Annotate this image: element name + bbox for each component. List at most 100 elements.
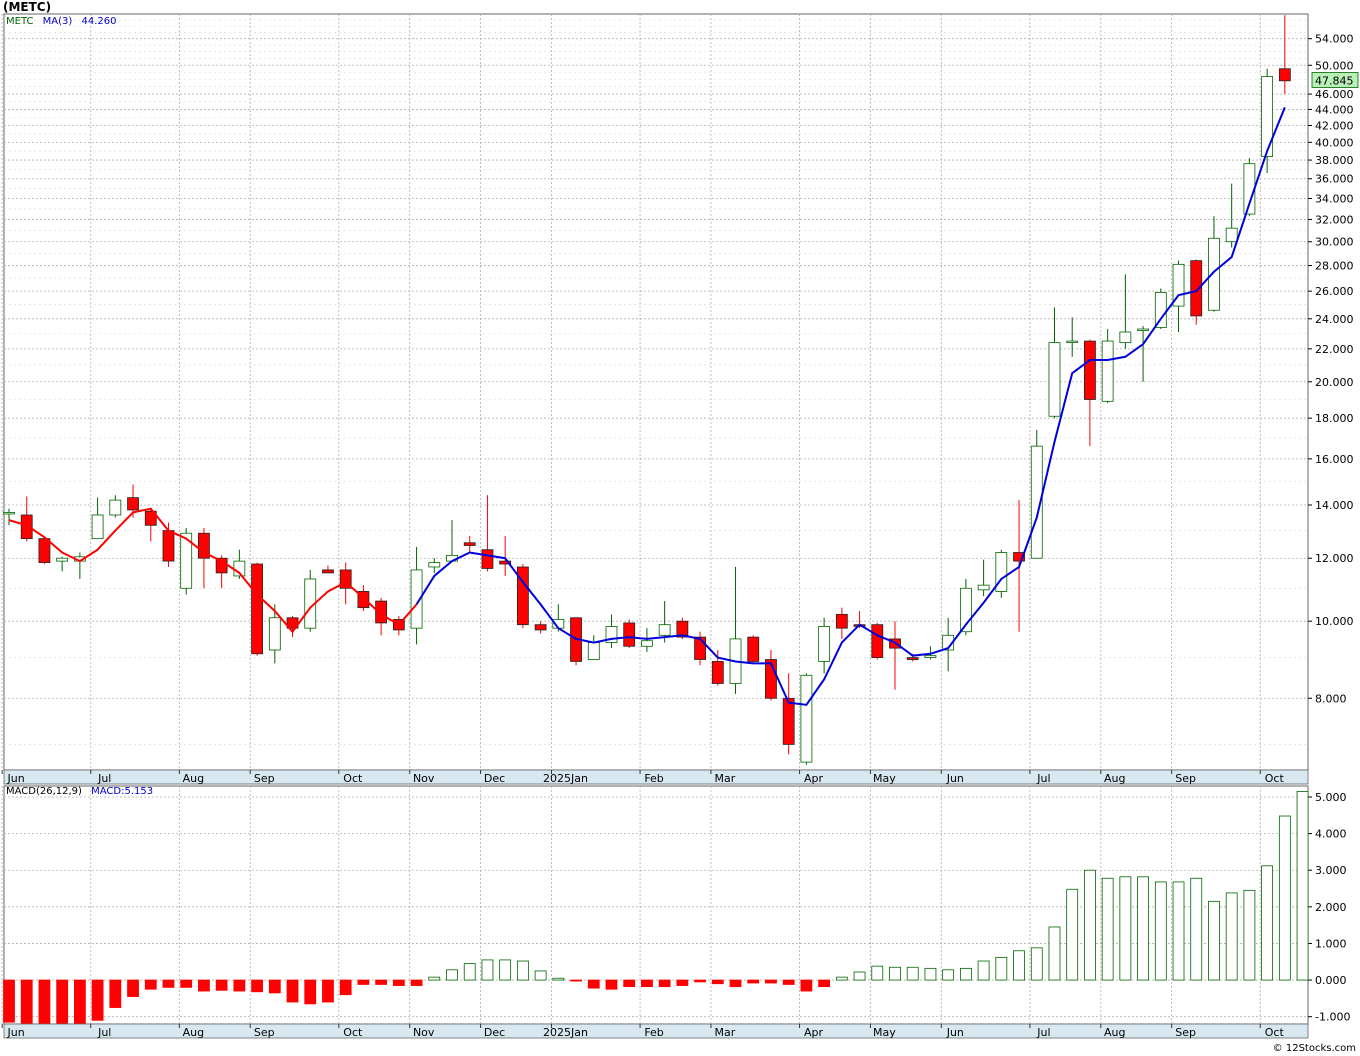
- candle: [977, 559, 990, 597]
- month-label: Dec: [484, 1026, 505, 1039]
- macd-bar: [251, 979, 263, 993]
- candle-body: [516, 566, 529, 626]
- macd-bar: [942, 969, 955, 981]
- macd-legend-value: MACD:5.153: [91, 786, 154, 797]
- ma3-line-blue: [415, 107, 1286, 706]
- macd-bar: [322, 979, 334, 1003]
- legend-ma-label: MA(3): [42, 16, 73, 27]
- candle: [144, 508, 157, 542]
- candle: [3, 508, 15, 526]
- month-label: Jul: [97, 1026, 111, 1039]
- macd-bar: [1243, 889, 1256, 981]
- copyright-text: © 12Stocks.com: [1272, 1043, 1356, 1054]
- candle-body: [800, 674, 813, 763]
- month-label: Aug: [183, 1026, 204, 1039]
- macd-bar: [1225, 892, 1238, 981]
- macd-tick-label: 0.000: [1315, 974, 1347, 987]
- candle: [623, 619, 636, 649]
- month-label: Jul: [1036, 1026, 1050, 1039]
- candle-body: [198, 532, 210, 559]
- candle: [198, 527, 210, 589]
- candle-body: [1261, 76, 1274, 157]
- macd-bar: [1296, 791, 1309, 981]
- month-label: Nov: [413, 772, 435, 785]
- candle: [570, 617, 582, 666]
- macd-bar: [1013, 950, 1025, 981]
- candle: [1243, 158, 1256, 217]
- macd-tick-label: -1.000: [1315, 1011, 1350, 1024]
- candle-body: [641, 640, 653, 647]
- macd-bar: [1261, 865, 1274, 981]
- candle-body: [587, 642, 600, 660]
- price-tick-label: 26.000: [1315, 285, 1354, 298]
- macd-bar: [73, 979, 86, 1026]
- month-label: Apr: [804, 772, 824, 785]
- price-tick-label: 42.000: [1315, 119, 1354, 132]
- candle-body: [339, 569, 352, 589]
- candle: [835, 607, 848, 639]
- month-label: Jun: [7, 1026, 25, 1039]
- month-label: Aug: [1104, 772, 1125, 785]
- macd-bar: [38, 979, 51, 1026]
- macd-bar: [853, 971, 866, 981]
- macd-bar: [800, 979, 813, 992]
- candle: [782, 673, 795, 755]
- candle-body: [1084, 340, 1096, 400]
- macd-bar: [1119, 876, 1132, 981]
- candle: [38, 537, 51, 565]
- candle: [641, 628, 653, 652]
- macd-bar: [658, 979, 671, 988]
- month-label: Sep: [1175, 1026, 1196, 1039]
- macd-bar: [818, 979, 831, 988]
- candle-body: [942, 634, 955, 651]
- price-tick-label: 14.000: [1315, 499, 1354, 512]
- candle: [1048, 307, 1061, 419]
- macd-bar: [162, 979, 175, 988]
- month-label: 2025Jan: [543, 772, 588, 785]
- candle-body: [906, 657, 919, 660]
- macd-bar: [3, 979, 15, 1023]
- macd-bar: [339, 979, 352, 996]
- candle: [463, 535, 476, 553]
- macd-bar: [889, 966, 901, 981]
- candle: [1137, 326, 1149, 382]
- macd-bar: [127, 979, 139, 997]
- price-tick-label: 8.000: [1315, 692, 1347, 705]
- candle-body: [1066, 340, 1079, 343]
- macd-bar: [481, 959, 494, 981]
- macd-bar: [304, 979, 317, 1005]
- month-label: Oct: [1265, 772, 1285, 785]
- macd-bar: [959, 967, 972, 981]
- candle-body: [534, 624, 547, 631]
- macd-legend-label: MACD(26,12,9): [6, 786, 82, 797]
- candle: [694, 631, 706, 666]
- month-label: Mar: [715, 1026, 736, 1039]
- macd-tick-label: 5.000: [1315, 791, 1347, 804]
- macd-bar: [268, 979, 281, 994]
- candle-body: [605, 626, 618, 643]
- candle: [534, 621, 547, 634]
- candle-body: [499, 560, 512, 565]
- macd-bar: [977, 960, 990, 981]
- macd-tick-label: 4.000: [1315, 828, 1347, 841]
- candle-body: [3, 512, 15, 515]
- macd-bar: [446, 969, 458, 981]
- price-tick-label: 34.000: [1315, 192, 1354, 205]
- candle-body: [1172, 263, 1185, 307]
- macd-bar: [711, 979, 724, 985]
- macd-bar: [428, 976, 441, 981]
- macd-bar: [587, 979, 600, 989]
- candle-body: [38, 538, 51, 563]
- candle-body: [1013, 552, 1025, 562]
- month-label: Sep: [254, 772, 275, 785]
- price-tick-label: 20.000: [1315, 376, 1354, 389]
- candle: [1278, 15, 1291, 95]
- legend-ma-value: 44.260: [81, 16, 117, 27]
- macd-bar: [1084, 869, 1096, 981]
- macd-bar: [552, 977, 565, 981]
- candle: [20, 496, 33, 542]
- candle-body: [357, 591, 370, 609]
- price-tick-label: 10.000: [1315, 615, 1354, 628]
- candle: [91, 497, 104, 540]
